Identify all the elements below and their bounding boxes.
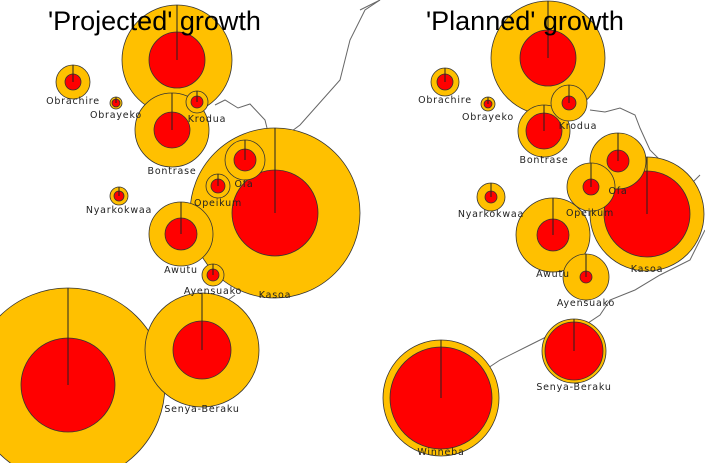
place-label: Ofa xyxy=(608,186,627,197)
place-label: Kasoa xyxy=(259,290,291,301)
place-symbol xyxy=(185,90,209,114)
place-symbol xyxy=(562,253,610,301)
place-symbol xyxy=(476,182,506,212)
place-label: Nyarkokwaa xyxy=(86,205,152,216)
place-symbol xyxy=(109,96,123,110)
place-label: Obrayeko xyxy=(462,112,514,123)
place-symbol xyxy=(109,186,129,206)
place-label: Bontrase xyxy=(148,166,197,177)
place-symbol xyxy=(0,287,166,463)
place-symbol xyxy=(205,173,231,199)
place-label: Ayensuako xyxy=(184,286,242,297)
place-symbol xyxy=(566,162,616,212)
place-label: Kasoa xyxy=(631,264,663,275)
place-label: Ayensuako xyxy=(557,298,615,309)
place-label: Opeikum xyxy=(566,208,614,219)
place-symbol xyxy=(121,4,233,116)
place-label: Bontrase xyxy=(520,155,569,166)
place-label: Obrayeko xyxy=(90,110,142,121)
place-symbol xyxy=(55,64,91,100)
place-symbol xyxy=(382,339,500,457)
place-label: Awutu xyxy=(164,265,198,276)
place-symbol xyxy=(201,263,225,287)
place-symbol xyxy=(517,104,571,158)
place-label: Awutu xyxy=(536,269,570,280)
place-label: Krodua xyxy=(559,121,597,132)
place-label: Obrachire xyxy=(418,95,472,106)
place-label: Ofa xyxy=(234,179,253,190)
place-label: Nyarkokwaa xyxy=(458,209,524,220)
panel-planned: Obrachire Obrayeko Krodua Bontrase Ofa Opeiku… xyxy=(382,0,705,458)
place-label: Obrachire xyxy=(46,96,100,107)
place-symbol xyxy=(480,96,496,112)
place-symbol xyxy=(224,139,266,181)
title-planned: 'Planned' growth xyxy=(426,6,624,36)
title-projected: 'Projected' growth xyxy=(48,6,261,36)
panel-projected: Obrachire Obrayeko Krodua Bontrase Ofa Opeiku… xyxy=(0,4,361,463)
place-symbol xyxy=(148,201,214,267)
place-label: Opeikum xyxy=(194,198,242,209)
place-symbol xyxy=(515,197,591,273)
place-symbol xyxy=(550,84,588,122)
place-symbol xyxy=(430,67,460,97)
place-symbol xyxy=(134,92,210,168)
coastline xyxy=(359,0,381,11)
place-symbol xyxy=(144,292,260,408)
place-label: Senya-Beraku xyxy=(536,382,611,393)
place-symbol xyxy=(541,318,607,384)
place-label: Winneba xyxy=(417,447,464,458)
place-label: Krodua xyxy=(188,114,226,125)
place-label: Senya-Beraku xyxy=(164,404,239,415)
